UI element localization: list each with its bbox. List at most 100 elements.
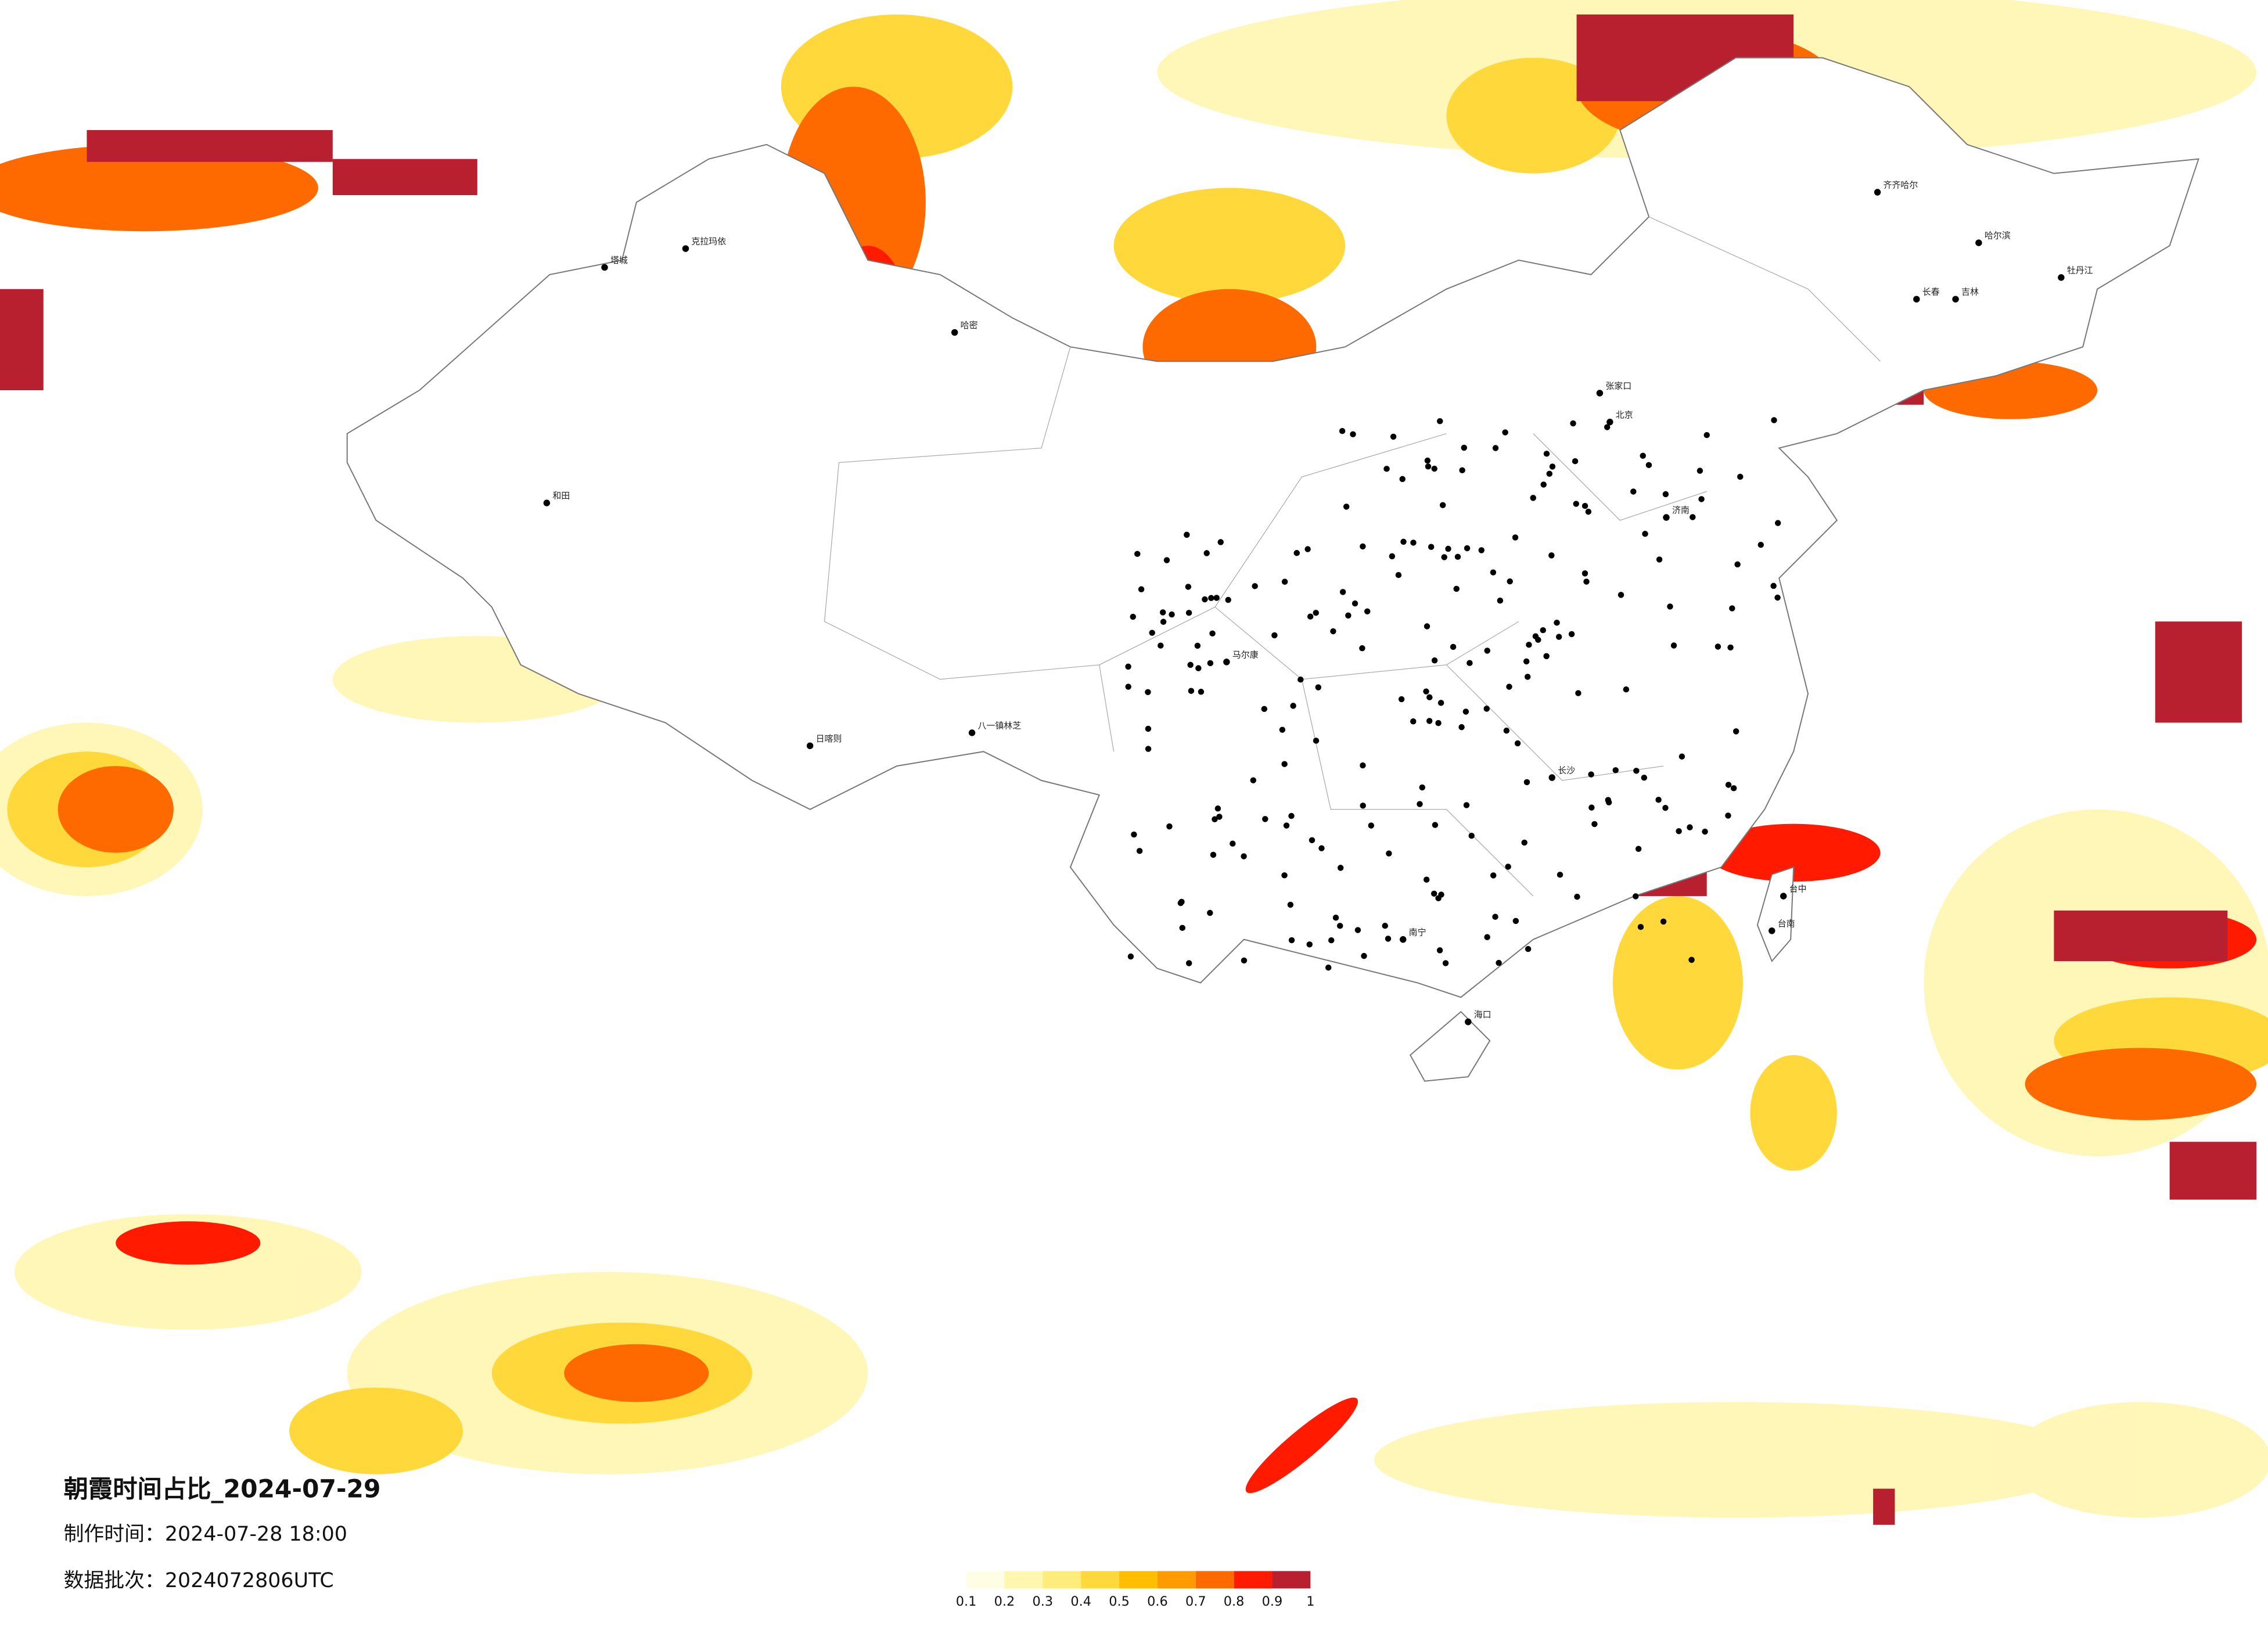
station-dot <box>1307 613 1314 620</box>
city-label: 海口 <box>1474 1009 1491 1020</box>
station-dot <box>1733 728 1739 735</box>
station-dot <box>1437 418 1443 425</box>
station-dot <box>1490 872 1497 879</box>
station-dot <box>1521 839 1527 846</box>
station-dot <box>1725 782 1732 788</box>
station-dot <box>1438 891 1444 898</box>
city-label: 台中 <box>1789 884 1807 894</box>
station-dot <box>1637 923 1644 930</box>
station-dot <box>1583 578 1590 585</box>
station-dot <box>1283 822 1290 829</box>
station-dot <box>1588 771 1594 778</box>
station-dot <box>1530 495 1536 501</box>
city-label: 哈密 <box>961 320 978 330</box>
station-dot <box>1288 812 1295 819</box>
station-dot <box>1350 431 1356 438</box>
station-dot <box>1352 600 1358 607</box>
city-dot <box>1399 936 1407 943</box>
station-dot <box>1281 578 1288 585</box>
station-dot <box>1540 627 1546 634</box>
station-dot <box>1645 462 1652 469</box>
station-dot <box>1213 595 1220 601</box>
station-dot <box>1395 571 1402 578</box>
station-dot <box>1424 623 1430 629</box>
station-dot <box>1279 726 1286 733</box>
station-dot <box>1318 845 1325 851</box>
station-dot <box>1410 718 1417 725</box>
station-dot <box>1670 642 1677 649</box>
map-title: 朝霞时间占比_2024-07-29 <box>64 1475 381 1503</box>
station-dot <box>1428 544 1435 550</box>
city-label: 日喀则 <box>816 733 842 744</box>
city-label: 哈尔滨 <box>1985 231 2011 241</box>
station-dot <box>1425 463 1432 470</box>
legend: 0.1 0.2 0.3 0.4 0.5 0.6 0.7 0.8 0.9 1 <box>956 1571 1314 1609</box>
station-dot <box>1364 608 1371 615</box>
legend-swatch <box>1157 1571 1196 1589</box>
station-dot <box>1426 694 1433 700</box>
city-dot <box>1874 189 1881 196</box>
station-dot <box>1687 824 1693 830</box>
station-dot <box>1185 610 1192 616</box>
station-dot <box>1557 872 1563 878</box>
station-dot <box>1184 531 1190 538</box>
station-dot <box>1337 865 1344 871</box>
station-dot <box>1524 674 1531 680</box>
legend-tick-label: 0.5 <box>1109 1594 1130 1609</box>
station-dot <box>1450 643 1457 650</box>
station-dot <box>1442 960 1449 966</box>
station-dot <box>1605 797 1612 803</box>
station-dot <box>1730 785 1737 792</box>
station-dot <box>1725 812 1731 819</box>
station-dot <box>1630 488 1637 495</box>
station-dot <box>1125 663 1131 670</box>
station-dot <box>1225 596 1231 603</box>
station-dot <box>1503 727 1510 734</box>
station-dot <box>1424 457 1431 464</box>
station-dot <box>1287 901 1294 908</box>
station-dot <box>1727 644 1734 651</box>
station-dot <box>1618 592 1624 598</box>
station-dot <box>1360 803 1366 809</box>
station-dot <box>1582 502 1588 509</box>
station-dot <box>1505 864 1511 870</box>
station-dot <box>1507 578 1513 585</box>
station-dot <box>1633 893 1639 900</box>
city-label: 长沙 <box>1558 765 1575 776</box>
station-dot <box>1177 900 1184 906</box>
station-dot <box>1436 947 1443 954</box>
station-dot <box>1325 964 1332 971</box>
city-dot <box>1952 296 1959 303</box>
station-dot <box>1514 740 1521 747</box>
station-dot <box>1604 424 1611 430</box>
station-dot <box>1217 539 1224 545</box>
city-label: 长春 <box>1922 287 1940 297</box>
station-dot <box>1774 520 1781 526</box>
station-dot <box>1467 660 1473 666</box>
station-dot <box>1770 582 1777 589</box>
station-dot <box>1483 706 1490 712</box>
station-dot <box>1361 952 1367 959</box>
city-dot <box>1223 659 1230 665</box>
city-dot <box>1606 419 1613 426</box>
city-label: 牡丹江 <box>2067 265 2093 275</box>
station-dot <box>1543 653 1550 660</box>
city-dot <box>2058 274 2065 281</box>
station-dot <box>1400 538 1407 545</box>
station-dot <box>1166 823 1173 830</box>
legend-tick-label: 0.4 <box>1070 1594 1091 1609</box>
station-dot <box>1435 720 1442 726</box>
station-dot <box>1383 466 1390 472</box>
station-dot <box>1757 541 1764 548</box>
city-label: 吉林 <box>1961 287 1979 297</box>
station-dot <box>1187 661 1194 668</box>
station-dot <box>1159 609 1166 616</box>
station-dot <box>1145 746 1152 752</box>
station-dot <box>1212 816 1218 822</box>
station-dot <box>1207 909 1213 916</box>
station-dot <box>1288 937 1295 944</box>
station-dot <box>1309 837 1315 844</box>
station-dot <box>1389 553 1396 560</box>
station-dot <box>1676 828 1682 834</box>
